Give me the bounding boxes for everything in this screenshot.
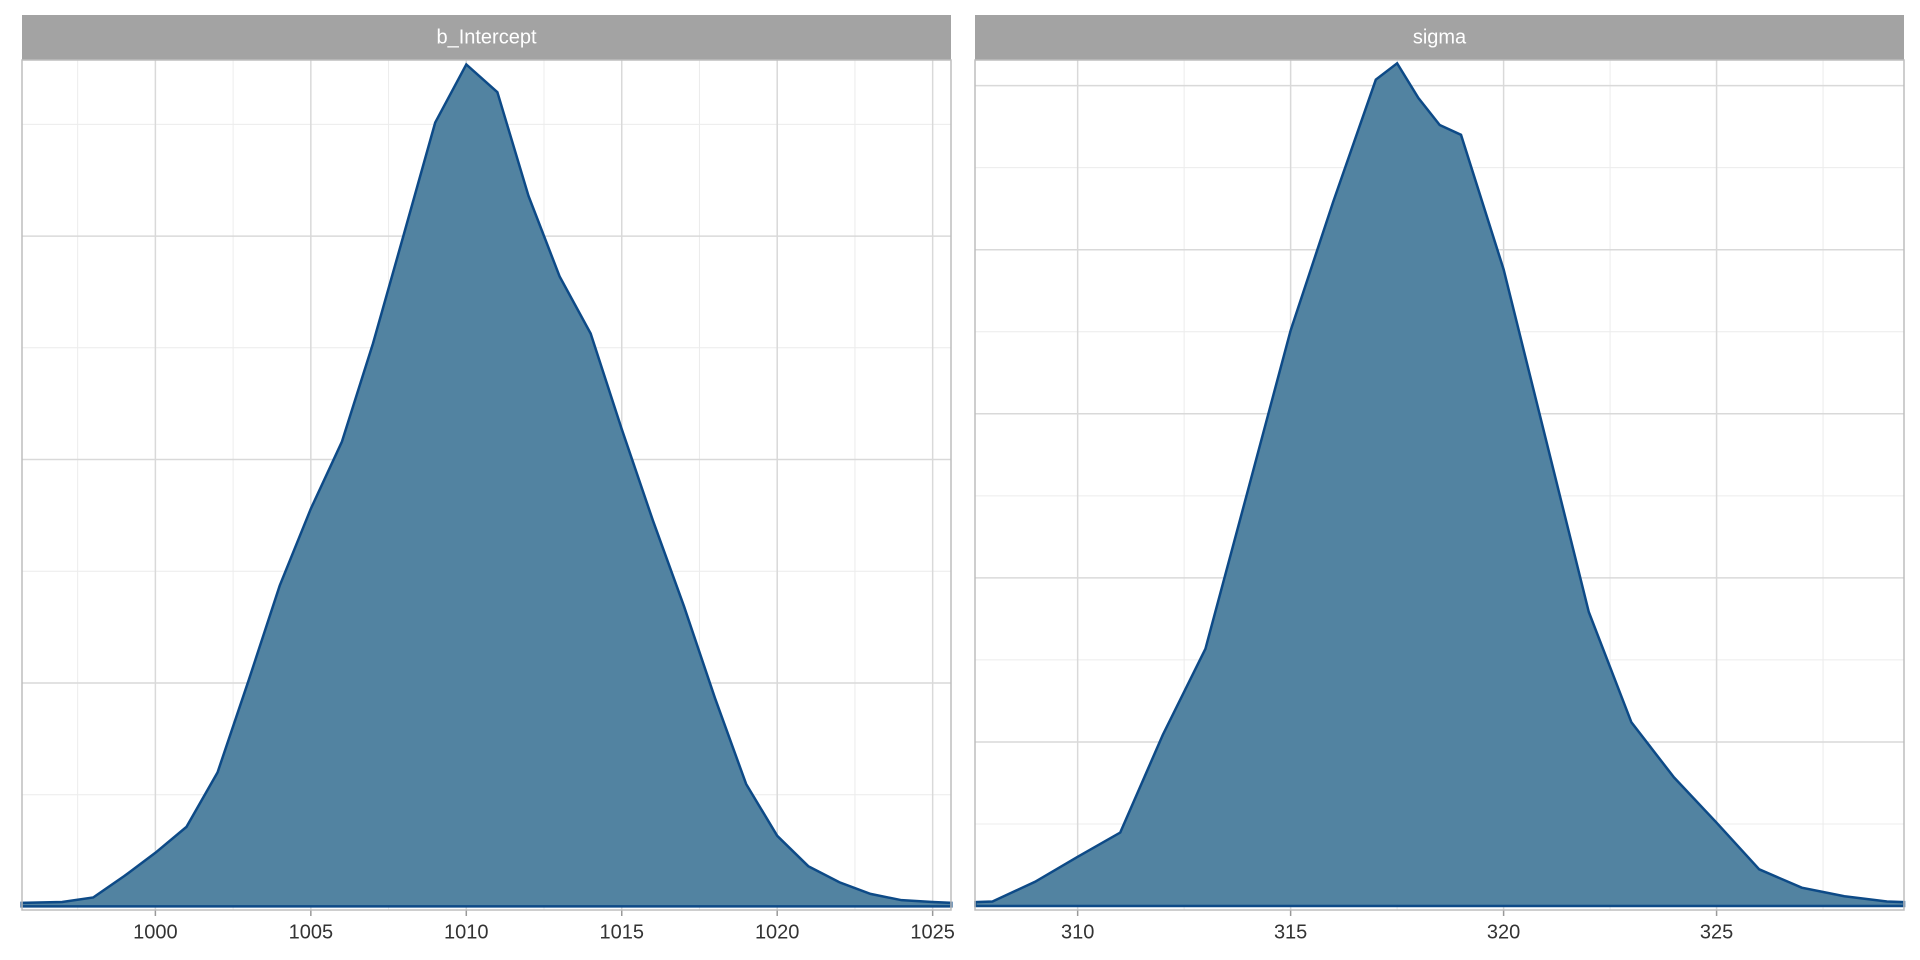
x-tick-label: 325 — [1700, 921, 1733, 943]
panel-border — [974, 59, 1905, 911]
x-tick-label: 1005 — [289, 921, 334, 943]
panel-title: b_Intercept — [436, 26, 537, 48]
strip — [975, 15, 1904, 60]
x-tick-label: 1020 — [755, 921, 800, 943]
x-tick-label: 1010 — [444, 921, 489, 943]
x-tick-label: 315 — [1274, 921, 1307, 943]
strip — [22, 15, 951, 60]
density-area — [974, 61, 1906, 908]
x-tick-label: 320 — [1487, 921, 1520, 943]
x-tick-label: 1025 — [910, 921, 955, 943]
density-area — [20, 62, 953, 908]
x-tick-label: 1000 — [133, 921, 178, 943]
x-tick-label: 310 — [1061, 921, 1094, 943]
panel-border — [21, 59, 952, 911]
x-tick-label: 1015 — [599, 921, 644, 943]
panel-title: sigma — [1413, 26, 1467, 48]
